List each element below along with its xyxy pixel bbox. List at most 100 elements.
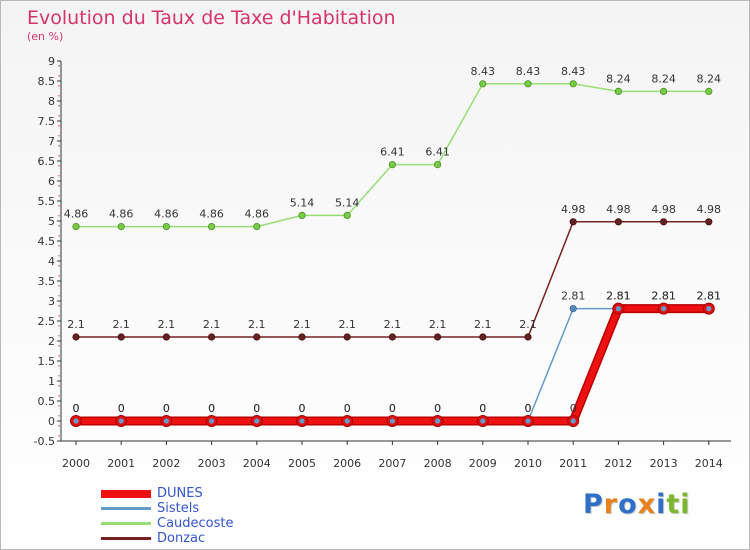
data-label-donzac: 2.1 xyxy=(519,318,537,331)
legend-swatch-caudecoste xyxy=(101,522,151,525)
y-tick-label: 5 xyxy=(48,215,55,228)
legend-swatch-dunes xyxy=(101,490,151,498)
data-point-donzac xyxy=(253,333,261,341)
x-tick-label: 2011 xyxy=(559,457,587,470)
x-tick-label: 2013 xyxy=(650,457,678,470)
data-label-donzac: 4.98 xyxy=(561,203,586,216)
data-label-sistels: 0 xyxy=(73,402,80,415)
data-point-caudecoste xyxy=(433,161,442,169)
x-tick-label: 2003 xyxy=(198,457,226,470)
x-tick-label: 2004 xyxy=(243,457,271,470)
y-tick-label: 2 xyxy=(48,335,55,348)
data-point-dunes-center xyxy=(254,418,260,424)
data-point-caudecoste xyxy=(117,223,125,231)
data-label-dunes: 0 xyxy=(163,402,170,415)
data-point-dunes-center xyxy=(118,418,124,424)
data-label-dunes: 0 xyxy=(344,402,351,415)
data-point-dunes-center xyxy=(344,418,350,424)
data-label-dunes: 0 xyxy=(208,402,215,415)
x-tick-label: 2000 xyxy=(62,457,90,470)
x-tick-label: 2009 xyxy=(469,457,497,470)
x-tick-label: 2007 xyxy=(378,457,406,470)
data-label-donzac: 2.1 xyxy=(158,318,176,331)
data-point-caudecoste xyxy=(208,223,216,231)
data-label-dunes: 2.81 xyxy=(606,290,631,303)
y-tick-label: 8.5 xyxy=(38,75,56,88)
data-point-dunes-center xyxy=(706,306,712,312)
proxiti-logo-letter: o xyxy=(618,489,638,520)
data-label-caudecoste: 8.24 xyxy=(651,72,676,85)
data-label-dunes: 2.81 xyxy=(697,290,722,303)
proxiti-logo-letter: r xyxy=(603,489,619,520)
chart-subtitle: (en %) xyxy=(27,30,64,43)
data-point-caudecoste xyxy=(524,80,532,88)
series-lines xyxy=(71,83,714,426)
series-points xyxy=(70,80,715,427)
data-label-dunes: 0 xyxy=(73,402,80,415)
data-label-caudecoste: 4.86 xyxy=(154,208,179,221)
data-point-caudecoste xyxy=(253,223,261,231)
data-label-caudecoste: 6.41 xyxy=(380,146,405,159)
axes: 9 8.5 8 7.5 7 6.5 6 5.5 5 4.5 4 3.5 3 2.5 2 1.5 1 0.5 0 -0.… xyxy=(34,55,731,470)
legend-label-caudecoste: Caudecoste xyxy=(157,516,234,531)
data-label-dunes: 0 xyxy=(389,402,396,415)
x-tick-label: 2005 xyxy=(288,457,316,470)
data-point-caudecoste xyxy=(705,87,713,96)
data-label-sistels: 0 xyxy=(163,402,170,415)
data-point-caudecoste xyxy=(614,87,623,96)
data-label-donzac: 4.98 xyxy=(651,203,676,216)
data-label-dunes: 0 xyxy=(118,402,125,415)
data-point-donzac xyxy=(705,218,713,226)
data-label-sistels: 0 xyxy=(299,402,306,415)
data-label-sistels: 2.81 xyxy=(651,290,676,303)
data-point-dunes-center xyxy=(299,418,305,424)
x-tick-label: 2006 xyxy=(333,457,361,470)
proxiti-logo: Proxiti xyxy=(583,489,691,520)
data-label-caudecoste: 6.41 xyxy=(425,146,450,159)
data-point-caudecoste xyxy=(388,161,396,169)
data-label-sistels: 0 xyxy=(208,402,215,415)
y-tick-label: 3.5 xyxy=(38,275,56,288)
data-label-donzac: 2.1 xyxy=(67,318,85,331)
data-point-dunes-center xyxy=(209,418,215,424)
proxiti-logo-letter: i xyxy=(656,489,667,520)
y-tick-label: 0.5 xyxy=(38,395,56,408)
y-tick-label: 5.5 xyxy=(38,195,56,208)
data-label-caudecoste: 5.14 xyxy=(335,196,360,209)
data-point-dunes-center xyxy=(73,418,79,424)
y-tick-label: 1.5 xyxy=(38,355,56,368)
data-label-sistels: 2.81 xyxy=(561,290,586,303)
data-label-donzac: 2.1 xyxy=(384,318,402,331)
data-label-donzac: 2.1 xyxy=(112,318,130,331)
data-point-donzac xyxy=(117,333,125,341)
data-label-dunes: 0 xyxy=(525,402,532,415)
proxiti-logo-letter: P xyxy=(583,489,604,520)
y-tick-label: 0 xyxy=(48,415,55,428)
x-tick-label: 2002 xyxy=(152,457,180,470)
data-point-donzac xyxy=(479,333,487,341)
data-point-sistels xyxy=(569,304,577,313)
data-label-donzac: 2.1 xyxy=(429,318,447,331)
data-label-caudecoste: 8.24 xyxy=(606,72,631,85)
data-label-caudecoste: 8.43 xyxy=(516,65,541,78)
y-tick-label: -0.5 xyxy=(34,435,55,448)
data-point-dunes-center xyxy=(435,418,441,424)
data-label-sistels: 2.81 xyxy=(697,290,722,303)
y-tick-label: 6 xyxy=(48,175,55,188)
data-label-caudecoste: 4.86 xyxy=(64,208,89,221)
data-point-donzac xyxy=(298,333,306,341)
y-tick-label: 1 xyxy=(48,375,55,388)
data-label-donzac: 2.1 xyxy=(474,318,492,331)
data-label-sistels: 0 xyxy=(253,402,260,415)
data-label-caudecoste: 4.86 xyxy=(109,208,134,221)
data-label-dunes: 0 xyxy=(299,402,306,415)
data-point-caudecoste xyxy=(162,223,170,231)
data-point-donzac xyxy=(524,333,532,341)
data-label-sistels: 0 xyxy=(344,402,351,415)
y-tick-label: 4 xyxy=(48,255,55,268)
data-label-dunes: 0 xyxy=(253,402,260,415)
proxiti-logo-letter: i xyxy=(680,489,691,520)
data-label-sistels: 0 xyxy=(434,402,441,415)
